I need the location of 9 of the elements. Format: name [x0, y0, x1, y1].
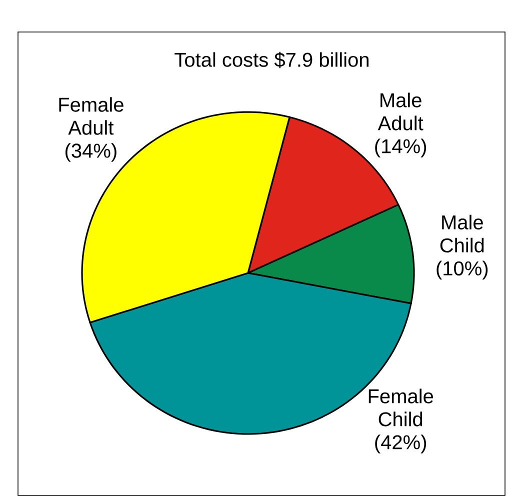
- slice-label: Male Child: [440, 214, 484, 252]
- data-label: (34%): [66, 143, 116, 162]
- slice-label: Female Child: [368, 388, 434, 426]
- data-label: (10%): [436, 260, 488, 280]
- slice-label: Male Adult: [378, 92, 424, 130]
- chart-title: Total costs $7.9 billion: [174, 52, 368, 68]
- data-label: (42%): [375, 434, 426, 454]
- data-label: (14%): [375, 138, 426, 158]
- slice-label: Female Adult: [59, 97, 124, 135]
